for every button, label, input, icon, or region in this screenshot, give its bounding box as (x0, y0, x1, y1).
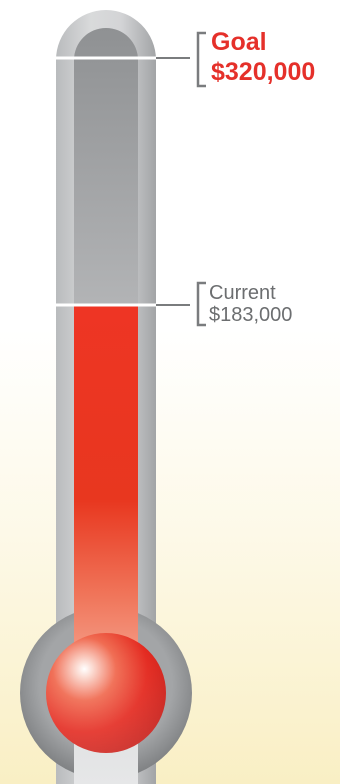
current-marker (56, 281, 206, 327)
goal-title: Goal (211, 28, 267, 56)
goal-amount: $320,000 (211, 58, 316, 86)
current-amount: $183,000 (209, 304, 293, 327)
mercury-column (74, 305, 138, 694)
goal-marker (56, 31, 206, 88)
current-title: Current (209, 282, 276, 305)
